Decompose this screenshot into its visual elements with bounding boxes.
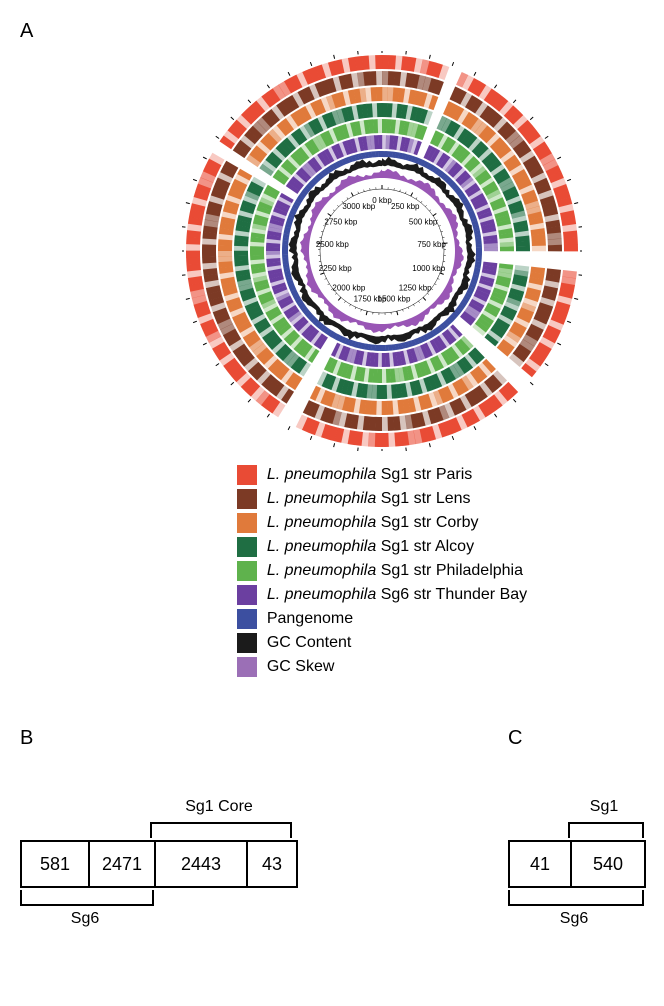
- cell: 2471: [90, 842, 156, 886]
- cell: 581: [22, 842, 90, 886]
- legend-label: L. pneumophila Sg1 str Paris: [267, 466, 472, 484]
- top-bracket: [150, 822, 292, 838]
- legend-label: GC Content: [267, 634, 351, 652]
- legend-swatch: [237, 609, 257, 629]
- cell: 540: [572, 842, 644, 886]
- gc-content-ring: [289, 157, 476, 345]
- legend-row: L. pneumophila Sg1 str Alcoy: [237, 537, 527, 557]
- top-bracket: [568, 822, 644, 838]
- legend-row: Pangenome: [237, 609, 527, 629]
- top-bracket-label: Sg1 Core: [185, 798, 253, 816]
- scale-label: 2750 kbp: [324, 218, 357, 227]
- legend-swatch: [237, 561, 257, 581]
- gc-skew-ring: [300, 169, 464, 333]
- panel-b-label: B: [20, 727, 292, 750]
- scale-label: 3000 kbp: [342, 202, 375, 211]
- scale-label: 1000 kbp: [412, 264, 445, 273]
- cell: 41: [510, 842, 572, 886]
- bottom-bracket: [508, 890, 644, 906]
- legend-label: L. pneumophila Sg1 str Alcoy: [267, 538, 474, 556]
- legend-swatch: [237, 465, 257, 485]
- bottom-bracket-label: Sg6: [71, 910, 99, 928]
- circular-genome-plot: 0 kbp250 kbp500 kbp750 kbp1000 kbp1250 k…: [182, 51, 582, 451]
- bottom-bracket: [20, 890, 154, 906]
- legend-label: L. pneumophila Sg1 str Lens: [267, 490, 471, 508]
- legend-swatch: [237, 537, 257, 557]
- venn-b: 5812471244343Sg1 CoreSg6: [20, 790, 292, 940]
- legend-row: GC Skew: [237, 657, 527, 677]
- legend-swatch: [237, 585, 257, 605]
- ring-pangenome: [282, 151, 482, 351]
- legend-label: Pangenome: [267, 610, 353, 628]
- scale-label: 750 kbp: [417, 240, 446, 249]
- legend-row: L. pneumophila Sg6 str Thunder Bay: [237, 585, 527, 605]
- legend-swatch: [237, 489, 257, 509]
- panel-c: C 41540 Sg1 Sg6: [508, 727, 644, 940]
- legend-row: GC Content: [237, 633, 527, 653]
- scale-label: 250 kbp: [391, 202, 420, 211]
- bottom-bracket-label: Sg6: [560, 910, 588, 928]
- legend-label: L. pneumophila Sg1 str Philadelphia: [267, 562, 523, 580]
- venn-c: 41540 Sg1 Sg6: [508, 790, 644, 940]
- legend-swatch: [237, 657, 257, 677]
- legend-row: L. pneumophila Sg1 str Corby: [237, 513, 527, 533]
- scale-label: 500 kbp: [409, 218, 438, 227]
- legend-swatch: [237, 513, 257, 533]
- legend-row: L. pneumophila Sg1 str Philadelphia: [237, 561, 527, 581]
- panel-b: B 5812471244343Sg1 CoreSg6: [20, 727, 292, 940]
- legend-swatch: [237, 633, 257, 653]
- legend: L. pneumophila Sg1 str Paris L. pneumophi…: [237, 465, 527, 677]
- scale-label: 1250 kbp: [399, 284, 432, 293]
- cell: 2443: [156, 842, 248, 886]
- scale-label: 2500 kbp: [316, 240, 349, 249]
- cell: 43: [248, 842, 296, 886]
- scale-label: 2000 kbp: [332, 284, 365, 293]
- scale-label: 1750 kbp: [354, 295, 387, 304]
- top-bracket-label: Sg1: [590, 798, 618, 816]
- panel-c-label: C: [508, 727, 644, 750]
- legend-row: L. pneumophila Sg1 str Paris: [237, 465, 527, 485]
- legend-label: GC Skew: [267, 658, 335, 676]
- panel-a: 0 kbp250 kbp500 kbp750 kbp1000 kbp1250 k…: [120, 51, 644, 677]
- legend-row: L. pneumophila Sg1 str Lens: [237, 489, 527, 509]
- scale-label: 2250 kbp: [319, 264, 352, 273]
- legend-label: L. pneumophila Sg6 str Thunder Bay: [267, 586, 527, 604]
- panel-a-label: A: [20, 20, 644, 43]
- boxes: 41540: [508, 840, 646, 888]
- boxes: 5812471244343: [20, 840, 298, 888]
- legend-label: L. pneumophila Sg1 str Corby: [267, 514, 479, 532]
